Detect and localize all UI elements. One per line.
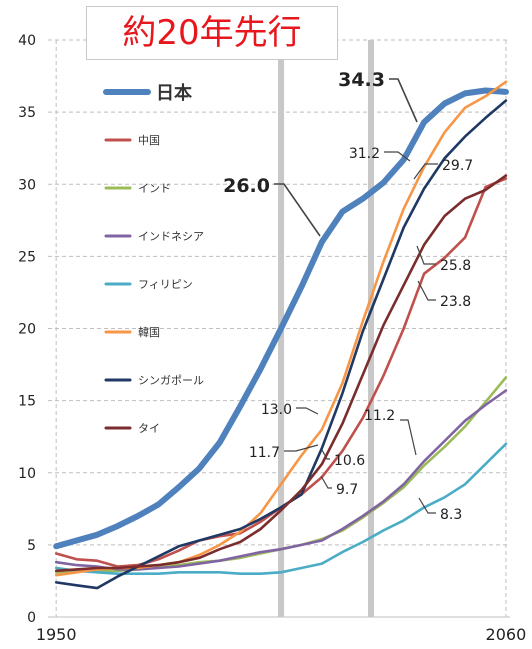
annotation-label: 31.2 xyxy=(349,146,380,162)
y-tick-label: 0 xyxy=(27,610,36,626)
annotation-leader xyxy=(417,280,436,301)
y-tick-label: 10 xyxy=(18,466,36,482)
annotation-leader xyxy=(400,419,417,456)
y-tick-label: 25 xyxy=(18,249,36,265)
series-line xyxy=(53,87,509,550)
x-axis-ticks: 1950 2060 xyxy=(36,625,526,644)
legend-label: インドネシア xyxy=(138,230,204,243)
annotation-label: 9.7 xyxy=(336,482,358,498)
x-tick-label: 1950 xyxy=(36,625,77,644)
annotation-leader xyxy=(320,475,332,489)
y-tick-label: 30 xyxy=(18,177,36,193)
annotation-leader xyxy=(418,497,436,514)
legend-label: フィリピン xyxy=(138,278,193,291)
highlight-band xyxy=(367,40,374,617)
legend-label: 中国 xyxy=(138,134,160,147)
annotation-label: 11.7 xyxy=(249,445,280,461)
y-tick-label: 20 xyxy=(18,322,36,338)
x-tick-label: 2060 xyxy=(486,625,527,644)
annotation-label: 13.0 xyxy=(261,402,292,418)
annotation-label: 8.3 xyxy=(440,507,462,523)
legend-label: 日本 xyxy=(156,82,192,104)
annotation-leader xyxy=(413,163,438,180)
annotation-label: 29.7 xyxy=(442,158,473,174)
y-tick-label: 15 xyxy=(18,394,36,410)
annotation-leader xyxy=(389,78,418,123)
legend-label: タイ xyxy=(138,422,160,435)
annotation-label: 25.8 xyxy=(440,258,471,274)
y-tick-label: 5 xyxy=(27,538,36,554)
series-lines xyxy=(53,80,509,590)
series-line xyxy=(54,99,508,590)
annotation-leader xyxy=(384,151,411,162)
y-axis-ticks: 0 5 10 15 20 25 30 35 40 xyxy=(18,33,36,626)
legend-label: インド xyxy=(138,182,171,195)
annotation-leader xyxy=(321,449,330,460)
annotations: 34.3 26.0 31.2 29.7 25.8 23.8 13.0 11.2 11.7 10.6… xyxy=(223,69,473,523)
annotation-leader xyxy=(284,444,319,452)
annotation-leader xyxy=(296,407,319,415)
y-tick-label: 35 xyxy=(18,105,36,121)
chart-title: 約20年先行 xyxy=(86,6,338,60)
annotation-label: 26.0 xyxy=(223,175,270,197)
series-line xyxy=(54,442,508,576)
annotation-label: 34.3 xyxy=(338,69,385,91)
annotation-leader xyxy=(416,245,436,265)
annotation-label: 10.6 xyxy=(334,453,365,469)
y-tick-label: 40 xyxy=(18,33,36,49)
annotation-label: 23.8 xyxy=(440,294,471,310)
legend-label: シンガポール xyxy=(138,374,204,387)
series-line xyxy=(54,174,508,573)
annotation-leader xyxy=(274,183,321,237)
legend-label: 韓国 xyxy=(138,326,160,339)
annotation-label: 11.2 xyxy=(364,408,395,424)
